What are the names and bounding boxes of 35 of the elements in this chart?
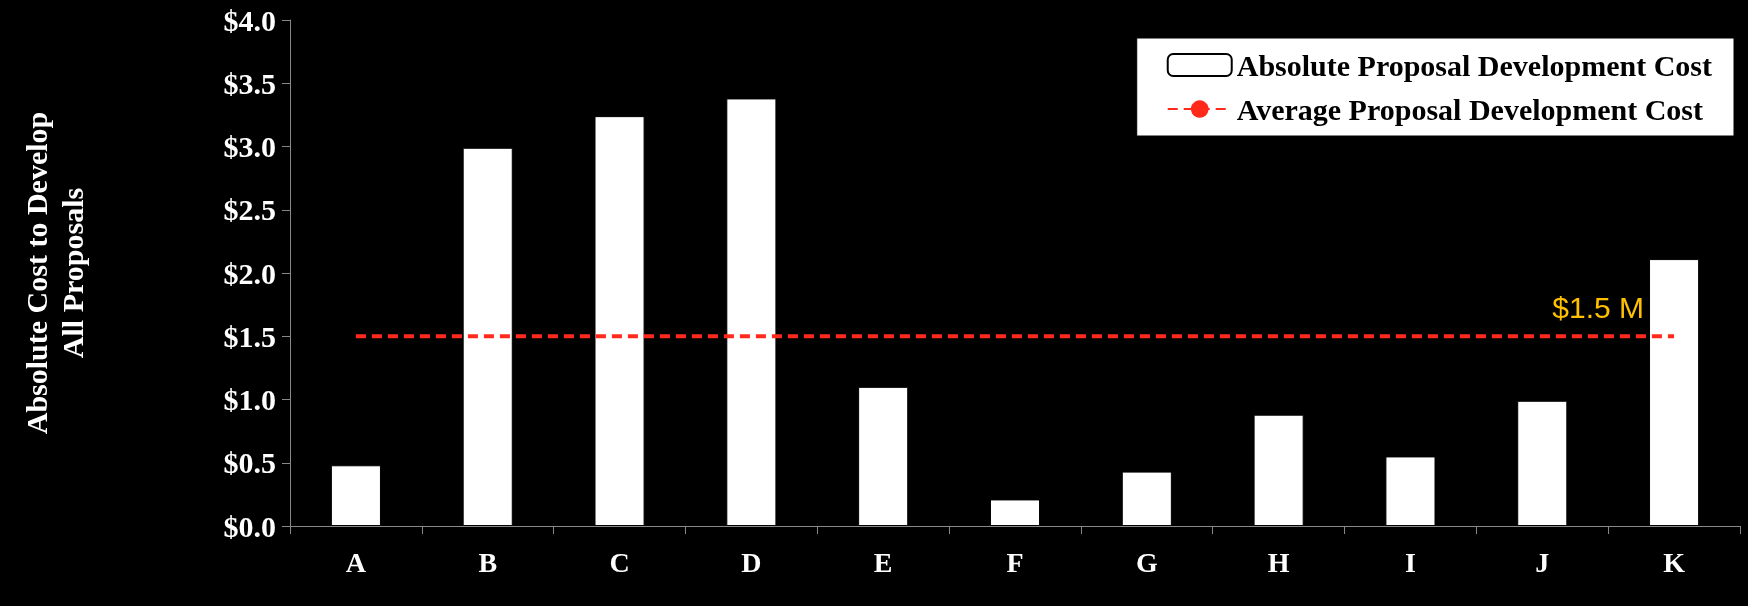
- x-tick-label: F: [1006, 546, 1024, 578]
- bar: [1385, 456, 1436, 526]
- y-tick-label: $2.0: [223, 256, 276, 290]
- bar: [594, 116, 645, 526]
- bar: [1517, 400, 1568, 526]
- x-tick-label: H: [1267, 546, 1290, 578]
- x-tick-label: B: [478, 546, 498, 578]
- legend-label: Average Proposal Development Cost: [1236, 92, 1704, 126]
- y-tick-label: $1.0: [223, 383, 276, 416]
- bar: [330, 465, 381, 526]
- y-tick-label: $1.5: [223, 319, 276, 353]
- x-tick-label: A: [345, 546, 367, 578]
- y-tick-label: $3.5: [223, 66, 276, 100]
- bar: [989, 499, 1041, 526]
- x-tick-label: G: [1135, 546, 1158, 578]
- x-tick-label: I: [1405, 546, 1416, 578]
- y-tick-label: $0.0: [223, 509, 276, 543]
- x-tick-label: C: [609, 546, 630, 578]
- bar: [1253, 414, 1304, 526]
- bar: [1649, 259, 1700, 526]
- y-tick-label: $0.5: [223, 446, 276, 480]
- x-tick-label: E: [873, 546, 893, 578]
- bar: [462, 147, 513, 526]
- x-tick-label: J: [1535, 546, 1550, 578]
- y-tick-label: $4.0: [223, 3, 276, 37]
- bar: [726, 98, 777, 526]
- annotation: $1.5 M: [1552, 290, 1645, 324]
- y-tick-label: $2.5: [223, 193, 276, 227]
- x-tick-label: D: [741, 546, 762, 578]
- x-tick-label: K: [1663, 546, 1686, 578]
- y-tick-label: $3.0: [223, 130, 276, 163]
- legend-label: Absolute Proposal Development Cost: [1236, 48, 1713, 82]
- bar: [1121, 471, 1172, 526]
- y-axis-title: Absolute Cost to Develop All Proposals: [19, 111, 89, 435]
- bar: [858, 386, 909, 526]
